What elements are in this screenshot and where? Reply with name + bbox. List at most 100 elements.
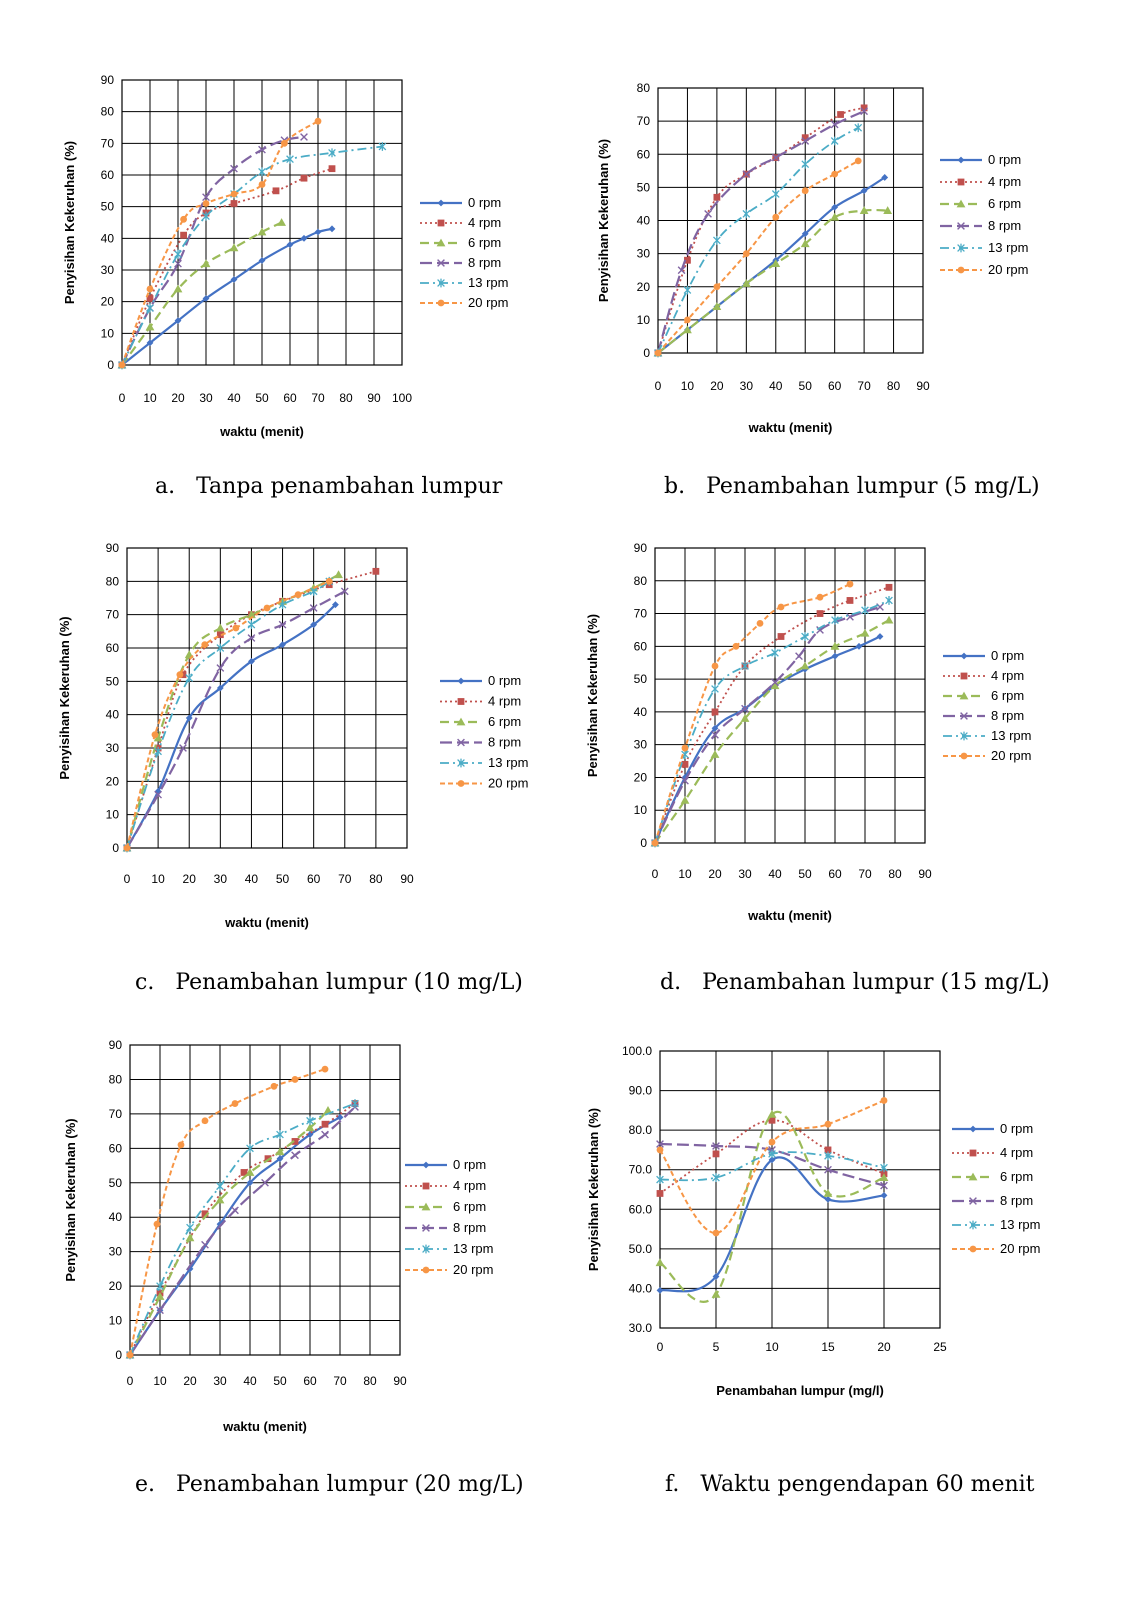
data-point-b-20rpm: [684, 316, 691, 324]
legend-label-c-0rpm: 0 rpm: [488, 673, 521, 688]
legend-label-f-4rpm: 4 rpm: [1000, 1145, 1033, 1160]
data-point-f-20rpm: [656, 1146, 664, 1154]
x-tick-label-f: 10: [765, 1340, 779, 1354]
x-tick-label-b: 50: [799, 379, 813, 393]
legend-marker-d-20rpm: [960, 752, 968, 760]
data-point-f-0rpm: [880, 1192, 888, 1199]
data-point-a-8rpm: [258, 145, 266, 154]
x-tick-label-e: 60: [303, 1374, 317, 1388]
data-point-f-8rpm: [880, 1181, 888, 1190]
x-tick-label-e: 40: [243, 1374, 257, 1388]
data-point-b-0rpm: [860, 187, 868, 195]
x-tick-label-e: 30: [213, 1374, 227, 1388]
data-point-e-4rpm: [321, 1120, 329, 1128]
y-tick-label-a: 30: [101, 263, 115, 277]
y-tick-label-d: 30: [634, 738, 648, 752]
legend-marker-b-20rpm: [957, 266, 965, 274]
data-point-e-20rpm: [231, 1100, 239, 1107]
data-point-a-13rpm: [286, 154, 294, 164]
y-tick-label-d: 10: [634, 803, 648, 817]
data-point-e-20rpm: [126, 1351, 134, 1359]
data-point-e-6rpm: [155, 1292, 165, 1300]
data-point-f-0rpm: [768, 1156, 776, 1164]
x-tick-label-c: 40: [245, 872, 259, 886]
y-tick-label-d: 90: [634, 541, 648, 555]
data-point-b-8rpm: [830, 120, 839, 129]
data-point-d-13rpm: [711, 684, 719, 694]
x-tick-label-a: 70: [311, 391, 325, 405]
legend-label-f-8rpm: 8 rpm: [1000, 1193, 1033, 1208]
data-point-b-4rpm: [860, 104, 868, 112]
data-point-a-0rpm: [314, 228, 322, 236]
data-point-d-0rpm: [855, 642, 863, 650]
x-tick-label-d: 40: [768, 867, 782, 881]
x-axis-title-c: waktu (menit): [224, 915, 309, 930]
data-point-a-8rpm: [202, 193, 210, 202]
legend-label-c-8rpm: 8 rpm: [488, 735, 521, 750]
data-point-d-13rpm: [861, 605, 869, 615]
y-tick-label-a: 0: [107, 358, 114, 372]
y-tick-label-f: 90.0: [629, 1084, 653, 1098]
data-point-a-13rpm: [328, 148, 336, 158]
legend-marker-c-4rpm: [457, 698, 465, 705]
data-point-e-6rpm: [305, 1123, 315, 1132]
x-tick-label-a: 20: [171, 391, 185, 405]
legend-marker-b-13rpm: [957, 243, 965, 253]
data-point-d-0rpm: [681, 774, 689, 781]
y-tick-label-a: 20: [101, 295, 115, 309]
data-point-b-13rpm: [713, 235, 721, 245]
chart-panel-c: 0 10 20 30 40 50 60 70 80 90 0 10 20 30 40 50 60 70 80 90 wa…: [55, 538, 575, 938]
data-point-d-13rpm: [771, 648, 779, 658]
data-point-f-4rpm: [656, 1190, 664, 1197]
data-point-a-6rpm: [145, 322, 155, 331]
data-point-c-20rpm: [232, 624, 240, 632]
series-line-e-20rpm: [129, 1068, 326, 1356]
plot-area-e: [129, 1044, 401, 1356]
data-point-b-8rpm: [801, 137, 810, 145]
x-tick-label-d: 0: [652, 867, 659, 881]
data-point-c-8rpm: [216, 664, 225, 672]
data-point-b-4rpm: [684, 256, 691, 264]
x-tick-label-f: 25: [933, 1340, 947, 1354]
series-line-d-8rpm: [654, 605, 881, 844]
data-point-d-20rpm: [732, 642, 740, 650]
y-axis-title-f: Penyisihan Kekeruhan (%): [586, 1108, 601, 1271]
series-line-a-6rpm: [121, 221, 283, 366]
caption-a-letter: a.: [155, 474, 176, 499]
data-point-f-8rpm: [824, 1165, 832, 1174]
data-point-f-8rpm: [712, 1142, 720, 1150]
data-point-b-8rpm: [742, 170, 751, 179]
data-point-b-6rpm: [712, 302, 722, 311]
y-tick-label-d: 60: [634, 639, 648, 653]
data-point-b-20rpm: [654, 349, 662, 357]
x-tick-label-b: 10: [681, 379, 695, 393]
x-tick-label-d: 70: [858, 867, 872, 881]
legend-marker-c-0rpm: [457, 677, 465, 685]
data-point-b-20rpm: [772, 213, 780, 221]
data-point-d-6rpm: [860, 628, 870, 637]
data-point-d-20rpm: [816, 593, 824, 601]
chart-svg-d: 0 10 20 30 40 50 60 70 80 90 0 10 20 30 40 50 60 70 80 90 wa…: [585, 541, 1031, 923]
series-line-b-8rpm: [656, 110, 865, 354]
data-point-c-0rpm: [216, 684, 224, 692]
legend-label-b-6rpm: 6 rpm: [988, 196, 1021, 211]
legend-label-e-4rpm: 4 rpm: [453, 1178, 486, 1193]
y-tick-label-e: 30: [109, 1245, 123, 1259]
data-point-d-6rpm: [830, 641, 840, 650]
caption-d: d. Penambahan lumpur (15 mg/L): [660, 970, 1050, 995]
legend-label-e-8rpm: 8 rpm: [453, 1220, 486, 1235]
legend-marker-d-4rpm: [960, 672, 968, 680]
caption-f-text: Waktu pengendapan 60 menit: [700, 1472, 1035, 1497]
x-tick-label-f: 20: [877, 1340, 891, 1354]
data-point-f-13rpm: [768, 1149, 776, 1159]
y-tick-label-e: 20: [109, 1279, 123, 1293]
y-tick-label-e: 60: [109, 1141, 123, 1155]
data-point-a-20rpm: [314, 117, 322, 125]
data-point-c-8rpm: [309, 604, 318, 612]
legend-label-a-8rpm: 8 rpm: [468, 255, 501, 270]
legend-marker-a-20rpm: [437, 299, 445, 307]
y-tick-label-f: 100.0: [622, 1044, 652, 1058]
x-axis-title-a: waktu (menit): [219, 424, 304, 439]
data-point-a-20rpm: [118, 361, 126, 369]
x-tick-label-d: 60: [828, 867, 842, 881]
